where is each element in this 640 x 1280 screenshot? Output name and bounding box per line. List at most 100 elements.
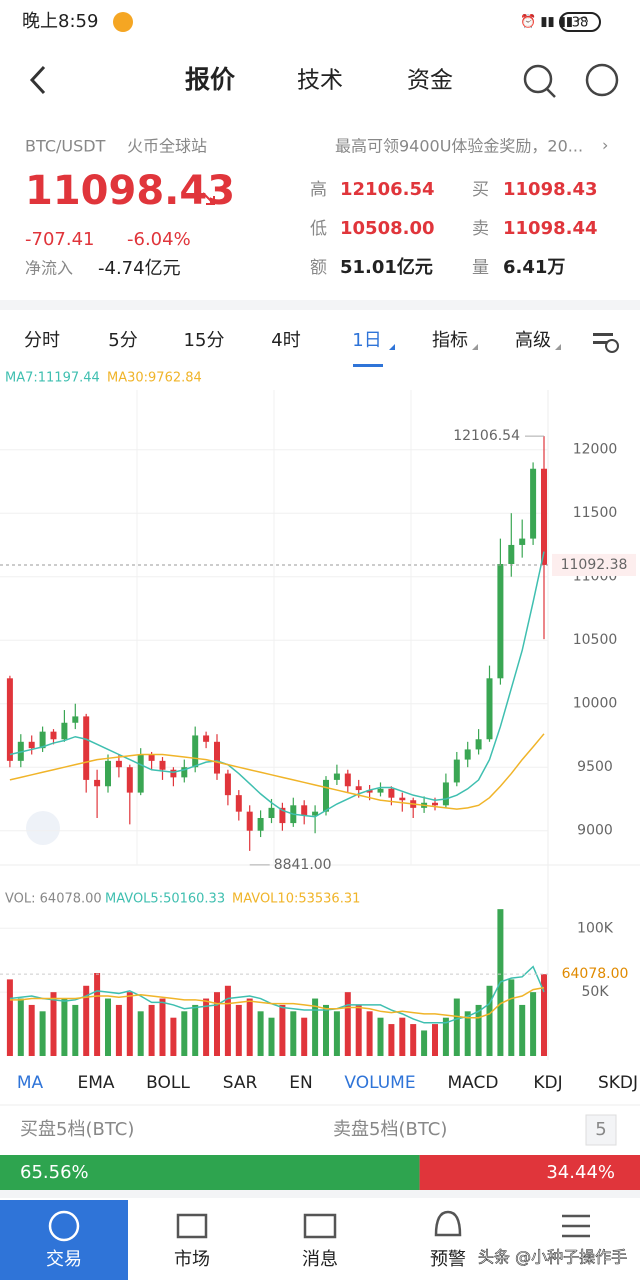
- nav-item[interactable]: 交易: [46, 1249, 82, 1270]
- y-tick-label: 9000: [577, 823, 613, 839]
- candle-body: [508, 544, 515, 564]
- search-icon[interactable]: [523, 64, 553, 94]
- indicator-tab[interactable]: MACD: [448, 1073, 499, 1093]
- volume-bar: [159, 998, 166, 1056]
- tab-quote[interactable]: 报价: [185, 65, 236, 94]
- vol-legend: VOL: 64078.00: [5, 892, 102, 907]
- volume-bar: [290, 1011, 297, 1056]
- indicator-tab[interactable]: MA: [17, 1073, 44, 1093]
- active-underline: [353, 364, 383, 367]
- nav-item[interactable]: 消息: [302, 1249, 338, 1270]
- candle-body: [333, 773, 340, 780]
- ma-line: [9, 986, 545, 1019]
- candle-body: [50, 731, 57, 740]
- candle-body: [519, 538, 526, 545]
- volume-bar: [181, 1011, 188, 1056]
- tab-tech[interactable]: 技术: [297, 68, 343, 94]
- indicator-tab[interactable]: EN: [289, 1073, 312, 1093]
- candle-body: [257, 818, 264, 831]
- volume-bar: [224, 985, 231, 1056]
- current-price: 11092.38: [561, 557, 628, 573]
- settings-icon[interactable]: [593, 333, 619, 353]
- ma-legend: MA30:9762.84: [107, 371, 202, 386]
- stat-value: 11098.44: [503, 218, 598, 239]
- candle-body: [214, 741, 220, 774]
- indicator-tab[interactable]: SKDJ: [598, 1073, 638, 1093]
- volume-bar: [486, 985, 493, 1056]
- volume-bar: [377, 1017, 384, 1056]
- indicator-tab[interactable]: VOLUME: [344, 1073, 415, 1093]
- candle-body: [323, 779, 329, 812]
- ma-line: [9, 551, 545, 818]
- net-inflow: -4.74亿元: [98, 258, 181, 279]
- volume-bar: [105, 998, 111, 1056]
- volume-bar: [115, 1004, 122, 1056]
- candle-body: [464, 749, 471, 760]
- current-vol: 64078.00: [562, 966, 629, 982]
- candle-body: [39, 731, 46, 749]
- candle-body: [497, 563, 504, 679]
- y-tick-label: 10000: [573, 696, 618, 712]
- change-pct: -6.04%: [127, 229, 191, 250]
- menu-icon[interactable]: [585, 63, 619, 97]
- status-time: 晚上8:59: [22, 11, 98, 32]
- interval-tab[interactable]: 分时: [24, 330, 60, 351]
- candle-body: [224, 773, 231, 796]
- volume-bar: [333, 1011, 340, 1056]
- interval-tab[interactable]: 1日: [352, 330, 381, 351]
- indicator-tab[interactable]: SAR: [223, 1073, 258, 1093]
- search-handle: [546, 88, 556, 98]
- interval-tab[interactable]: 5分: [108, 330, 137, 351]
- indicator-tab[interactable]: BOLL: [146, 1073, 190, 1093]
- volume-bar: [170, 1017, 177, 1056]
- candle-body: [28, 741, 35, 749]
- interval-tab[interactable]: 高级: [515, 330, 551, 351]
- candle-body: [137, 754, 144, 793]
- down-arrow: [202, 192, 215, 205]
- ma-line: [9, 733, 545, 810]
- buy-label: 买盘5档(BTC): [20, 1119, 134, 1140]
- volume-bar: [301, 1017, 308, 1056]
- promo[interactable]: 最高可领9400U体验金奖励，20...: [335, 137, 583, 156]
- candle-body: [388, 788, 395, 798]
- candle-body: [453, 759, 460, 783]
- interval-tab[interactable]: 指标: [432, 330, 468, 351]
- interval-tab[interactable]: 4时: [271, 330, 300, 351]
- vol-legend: MAVOL5:50160.33: [105, 892, 225, 907]
- candle-body: [72, 716, 79, 723]
- indicator-tab[interactable]: KDJ: [533, 1073, 562, 1093]
- sell-pct: 34.44%: [546, 1162, 615, 1183]
- nav-item[interactable]: 市场: [174, 1249, 210, 1270]
- expand-button[interactable]: [26, 811, 60, 845]
- indicator-tab[interactable]: EMA: [77, 1073, 114, 1093]
- nav-icon: [434, 1210, 462, 1237]
- tab-caret: [389, 344, 395, 350]
- volume-bar: [148, 1004, 155, 1056]
- indicator-bar: [0, 1060, 640, 1105]
- volume-bar: [126, 992, 133, 1056]
- watermark: 头条 @小种子操作手: [478, 1248, 627, 1267]
- nav-icon: [176, 1213, 208, 1239]
- volume-bar: [192, 1004, 199, 1056]
- nav-icon: [562, 1214, 590, 1238]
- candle-body: [399, 797, 406, 801]
- candle-body: [268, 807, 275, 819]
- back-button[interactable]: [29, 65, 46, 95]
- volume-bar: [246, 998, 253, 1056]
- volume-bar: [530, 992, 537, 1056]
- volume-bar: [39, 1011, 46, 1056]
- depth-box[interactable]: [585, 1114, 617, 1146]
- volume-bar: [508, 979, 515, 1056]
- interval-tab[interactable]: 15分: [184, 330, 225, 351]
- candle-body: [235, 795, 242, 812]
- candle-body: [366, 790, 373, 793]
- tab-funds[interactable]: 资金: [407, 68, 453, 94]
- volume-bar: [72, 1004, 79, 1056]
- nav-item[interactable]: 预警: [430, 1249, 466, 1270]
- app-icon: [113, 12, 133, 32]
- volume-bar: [344, 992, 351, 1056]
- volume-bar: [442, 1017, 449, 1056]
- stat-value: 51.01亿元: [340, 256, 433, 278]
- tab-caret: [555, 344, 561, 350]
- volume-bar: [203, 998, 210, 1056]
